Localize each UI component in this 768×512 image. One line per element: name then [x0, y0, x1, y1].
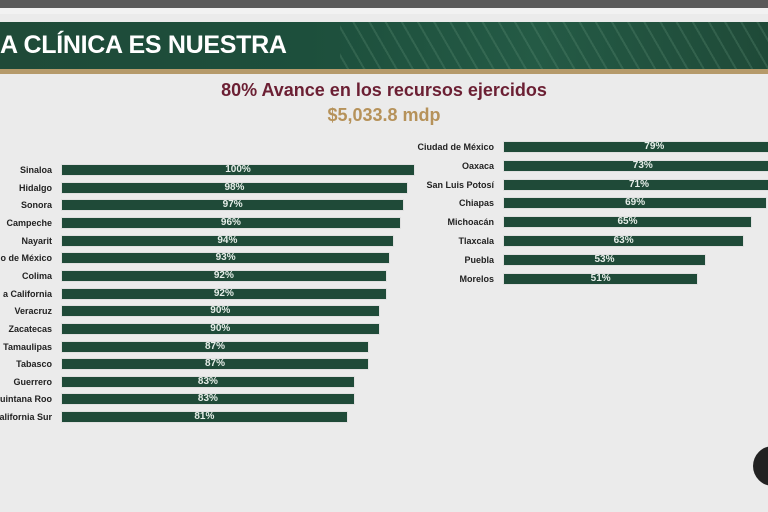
category-label: Nayarit [21, 235, 52, 246]
data-label: 79% [644, 141, 665, 152]
category-label: Campeche [6, 217, 52, 228]
bar [503, 159, 768, 172]
bar [61, 287, 387, 300]
bar [61, 393, 355, 406]
bar [503, 253, 706, 266]
top-strip [0, 0, 768, 8]
bar [503, 272, 699, 285]
category-label: Oaxaca [461, 160, 494, 171]
data-label: 53% [594, 253, 615, 265]
data-label: 92% [213, 269, 234, 281]
bar [61, 340, 369, 353]
category-label: San Luis Potosí [426, 179, 494, 190]
category-label: Tlaxcala [458, 236, 494, 246]
bar [61, 216, 401, 229]
bar [503, 235, 745, 247]
category-label: Ciudad de México [417, 142, 494, 152]
category-label: Tamaulipas [3, 341, 52, 352]
data-label: 92% [213, 287, 234, 299]
top-line [0, 8, 768, 14]
bar [61, 164, 415, 176]
bar [503, 197, 768, 210]
category-label: Tabasco [16, 359, 52, 370]
bar [61, 322, 380, 335]
bar [61, 252, 391, 265]
category-label: a California [2, 288, 52, 299]
data-label: 97% [222, 199, 243, 211]
category-label: Colima [21, 270, 52, 281]
data-label: 71% [628, 178, 649, 190]
data-label: 90% [210, 322, 231, 334]
category-label: Puebla [464, 254, 494, 265]
bar [61, 411, 348, 424]
bar [503, 216, 752, 229]
data-label: 93% [215, 252, 236, 264]
bar [61, 181, 408, 194]
category-label: alifornia Sur [0, 412, 52, 423]
category-label: Chiapas [458, 198, 494, 209]
bar [61, 305, 380, 318]
gold-divider [0, 69, 768, 74]
category-label: Sinaloa [19, 165, 52, 175]
header-banner: A CLÍNICA ES NUESTRA [0, 22, 768, 69]
bar [503, 141, 768, 153]
category-label: Guerrero [13, 376, 52, 387]
data-label: 96% [220, 216, 241, 228]
bar [61, 375, 355, 388]
data-label: 69% [625, 197, 646, 209]
bar [61, 358, 369, 371]
chart-subtitle: $5,033.8 mdp [327, 105, 441, 125]
category-label: Veracruz [14, 306, 52, 317]
category-label: uintana Roo [0, 394, 52, 405]
bar [61, 269, 387, 282]
category-label: Zacatecas [8, 323, 52, 334]
category-label: Michoacán [447, 217, 494, 228]
data-label: 90% [210, 305, 231, 317]
data-label: 87% [204, 340, 225, 352]
category-label: Sonora [20, 200, 52, 211]
data-label: 51% [590, 272, 611, 284]
bar [61, 199, 405, 212]
category-label: Hidalgo [19, 182, 52, 193]
data-label: 83% [197, 393, 218, 405]
data-label: 83% [197, 375, 218, 387]
data-label: 81% [194, 411, 215, 423]
data-label: 65% [617, 216, 638, 228]
data-label: 98% [224, 181, 245, 193]
category-label: Morelos [459, 273, 494, 284]
banner-title: A CLÍNICA ES NUESTRA [0, 31, 287, 59]
banner-pattern [340, 22, 768, 69]
data-label: 73% [632, 159, 653, 171]
data-label: 100% [225, 164, 251, 175]
overlay-button[interactable] [753, 446, 768, 486]
data-label: 94% [217, 234, 238, 246]
bar [61, 234, 394, 247]
data-label: 63% [613, 235, 634, 246]
data-label: 87% [204, 358, 225, 370]
category-label: o de México [0, 253, 52, 264]
bar [503, 178, 768, 191]
chart-title: 80% Avance en los recursos ejercidos [221, 80, 547, 100]
